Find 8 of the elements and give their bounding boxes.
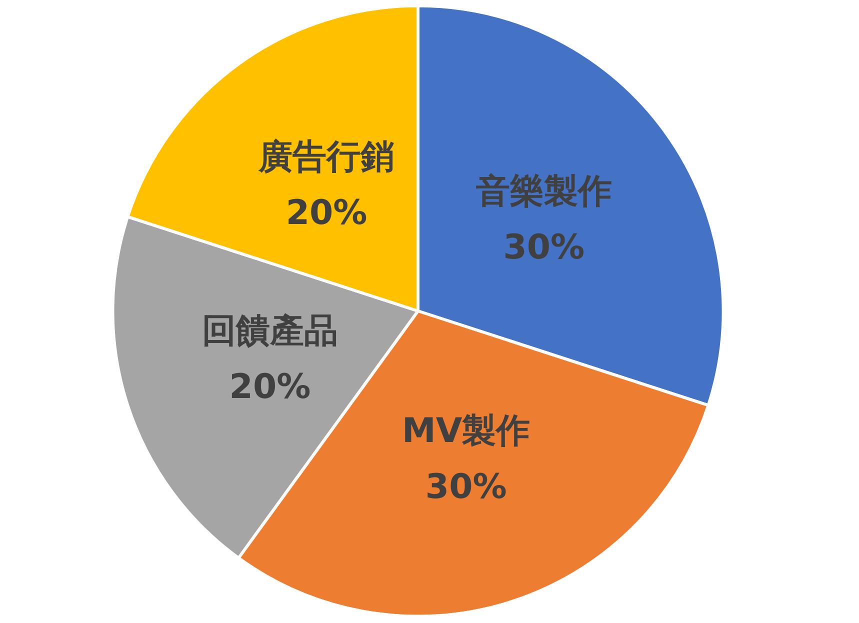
- data-label: 30%: [425, 467, 507, 508]
- data-label: 20%: [286, 193, 368, 234]
- slice-label: 廣告行銷: [258, 137, 395, 178]
- slice-label: MV製作: [402, 411, 530, 452]
- slice-label: 音樂製作: [476, 172, 612, 212]
- slice-label: 回饋產品: [202, 311, 338, 352]
- data-label: 30%: [503, 228, 585, 268]
- data-label: 20%: [229, 367, 311, 408]
